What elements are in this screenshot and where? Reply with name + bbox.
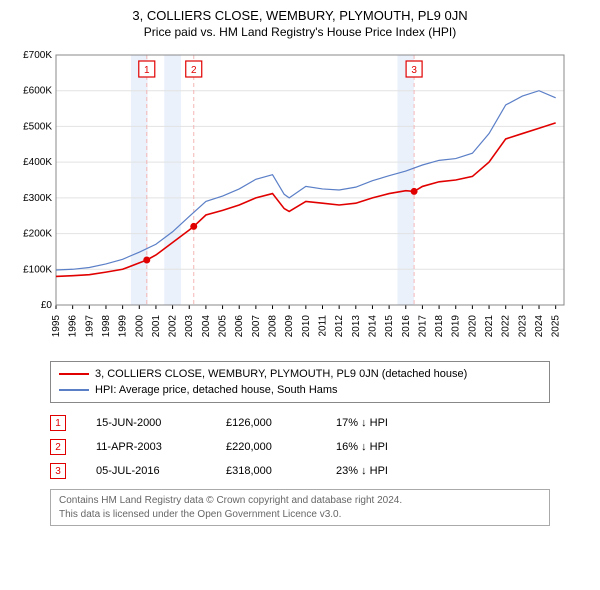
legend-swatch bbox=[59, 373, 89, 375]
svg-text:1: 1 bbox=[144, 65, 150, 76]
svg-text:2002: 2002 bbox=[168, 315, 179, 338]
svg-text:2018: 2018 bbox=[434, 315, 445, 338]
chart-title: 3, COLLIERS CLOSE, WEMBURY, PLYMOUTH, PL… bbox=[10, 8, 590, 23]
sale-price: £318,000 bbox=[226, 465, 336, 477]
chart-area: £0 £100K £200K £300K £400K £500K £600K £700K 199… bbox=[10, 45, 590, 355]
svg-text:2004: 2004 bbox=[201, 315, 212, 338]
svg-text:£400K: £400K bbox=[23, 157, 52, 168]
svg-text:2007: 2007 bbox=[251, 315, 262, 338]
svg-text:2015: 2015 bbox=[384, 315, 395, 338]
svg-text:2025: 2025 bbox=[551, 315, 562, 338]
svg-text:2022: 2022 bbox=[501, 315, 512, 338]
svg-text:2012: 2012 bbox=[334, 315, 345, 338]
sale-diff: 16% ↓ HPI bbox=[336, 441, 456, 453]
sale-row: 3 05-JUL-2016£318,00023% ↓ HPI bbox=[50, 459, 590, 483]
svg-text:2010: 2010 bbox=[301, 315, 312, 338]
svg-text:1996: 1996 bbox=[68, 315, 79, 338]
sale-date: 15-JUN-2000 bbox=[96, 417, 226, 429]
legend-label: HPI: Average price, detached house, Sout… bbox=[95, 384, 338, 396]
svg-text:£200K: £200K bbox=[23, 229, 52, 240]
sale-row: 1 15-JUN-2000£126,00017% ↓ HPI bbox=[50, 411, 590, 435]
svg-text:3: 3 bbox=[411, 65, 417, 76]
svg-text:2014: 2014 bbox=[367, 315, 378, 338]
footer-line-1: Contains HM Land Registry data © Crown c… bbox=[59, 494, 541, 508]
legend-label: 3, COLLIERS CLOSE, WEMBURY, PLYMOUTH, PL… bbox=[95, 368, 467, 380]
svg-text:2006: 2006 bbox=[234, 315, 245, 338]
chart-subtitle: Price paid vs. HM Land Registry's House … bbox=[10, 25, 590, 39]
svg-text:2001: 2001 bbox=[151, 315, 162, 338]
svg-text:2016: 2016 bbox=[401, 315, 412, 338]
sale-price: £126,000 bbox=[226, 417, 336, 429]
footer-attribution: Contains HM Land Registry data © Crown c… bbox=[50, 489, 550, 526]
svg-text:£500K: £500K bbox=[23, 121, 52, 132]
svg-text:2017: 2017 bbox=[417, 315, 428, 338]
svg-text:1997: 1997 bbox=[84, 315, 95, 338]
line-chart-svg: £0 £100K £200K £300K £400K £500K £600K £700K 199… bbox=[10, 45, 570, 355]
svg-text:2011: 2011 bbox=[317, 315, 328, 337]
sale-marker-box: 2 bbox=[50, 439, 66, 455]
svg-text:1998: 1998 bbox=[101, 315, 112, 338]
chart-container: 3, COLLIERS CLOSE, WEMBURY, PLYMOUTH, PL… bbox=[0, 0, 600, 536]
sale-marker-box: 1 bbox=[50, 415, 66, 431]
svg-text:2: 2 bbox=[191, 65, 197, 76]
svg-text:2003: 2003 bbox=[184, 315, 195, 338]
sale-date: 11-APR-2003 bbox=[96, 441, 226, 453]
svg-text:2009: 2009 bbox=[284, 315, 295, 338]
title-block: 3, COLLIERS CLOSE, WEMBURY, PLYMOUTH, PL… bbox=[10, 8, 590, 39]
svg-text:£0: £0 bbox=[41, 300, 53, 311]
sales-table: 1 15-JUN-2000£126,00017% ↓ HPI 2 11-APR-200… bbox=[50, 411, 590, 483]
sale-diff: 17% ↓ HPI bbox=[336, 417, 456, 429]
svg-text:2008: 2008 bbox=[268, 315, 279, 338]
legend-item: HPI: Average price, detached house, Sout… bbox=[59, 382, 541, 398]
svg-text:2024: 2024 bbox=[534, 315, 545, 338]
sale-diff: 23% ↓ HPI bbox=[336, 465, 456, 477]
svg-text:2023: 2023 bbox=[517, 315, 528, 338]
svg-text:£700K: £700K bbox=[23, 50, 52, 61]
svg-text:2000: 2000 bbox=[134, 315, 145, 338]
sale-date: 05-JUL-2016 bbox=[96, 465, 226, 477]
sale-marker-box: 3 bbox=[50, 463, 66, 479]
svg-text:£100K: £100K bbox=[23, 264, 52, 275]
svg-text:2021: 2021 bbox=[484, 315, 495, 338]
svg-text:2013: 2013 bbox=[351, 315, 362, 338]
svg-text:2005: 2005 bbox=[218, 315, 229, 338]
legend: 3, COLLIERS CLOSE, WEMBURY, PLYMOUTH, PL… bbox=[50, 361, 550, 403]
sale-row: 2 11-APR-2003£220,00016% ↓ HPI bbox=[50, 435, 590, 459]
svg-text:£300K: £300K bbox=[23, 193, 52, 204]
sale-price: £220,000 bbox=[226, 441, 336, 453]
svg-text:£600K: £600K bbox=[23, 86, 52, 97]
svg-text:2020: 2020 bbox=[467, 315, 478, 338]
svg-text:1995: 1995 bbox=[51, 315, 62, 338]
svg-text:1999: 1999 bbox=[118, 315, 129, 338]
legend-swatch bbox=[59, 389, 89, 391]
footer-line-2: This data is licensed under the Open Gov… bbox=[59, 508, 541, 522]
svg-text:2019: 2019 bbox=[451, 315, 462, 338]
legend-item: 3, COLLIERS CLOSE, WEMBURY, PLYMOUTH, PL… bbox=[59, 366, 541, 382]
